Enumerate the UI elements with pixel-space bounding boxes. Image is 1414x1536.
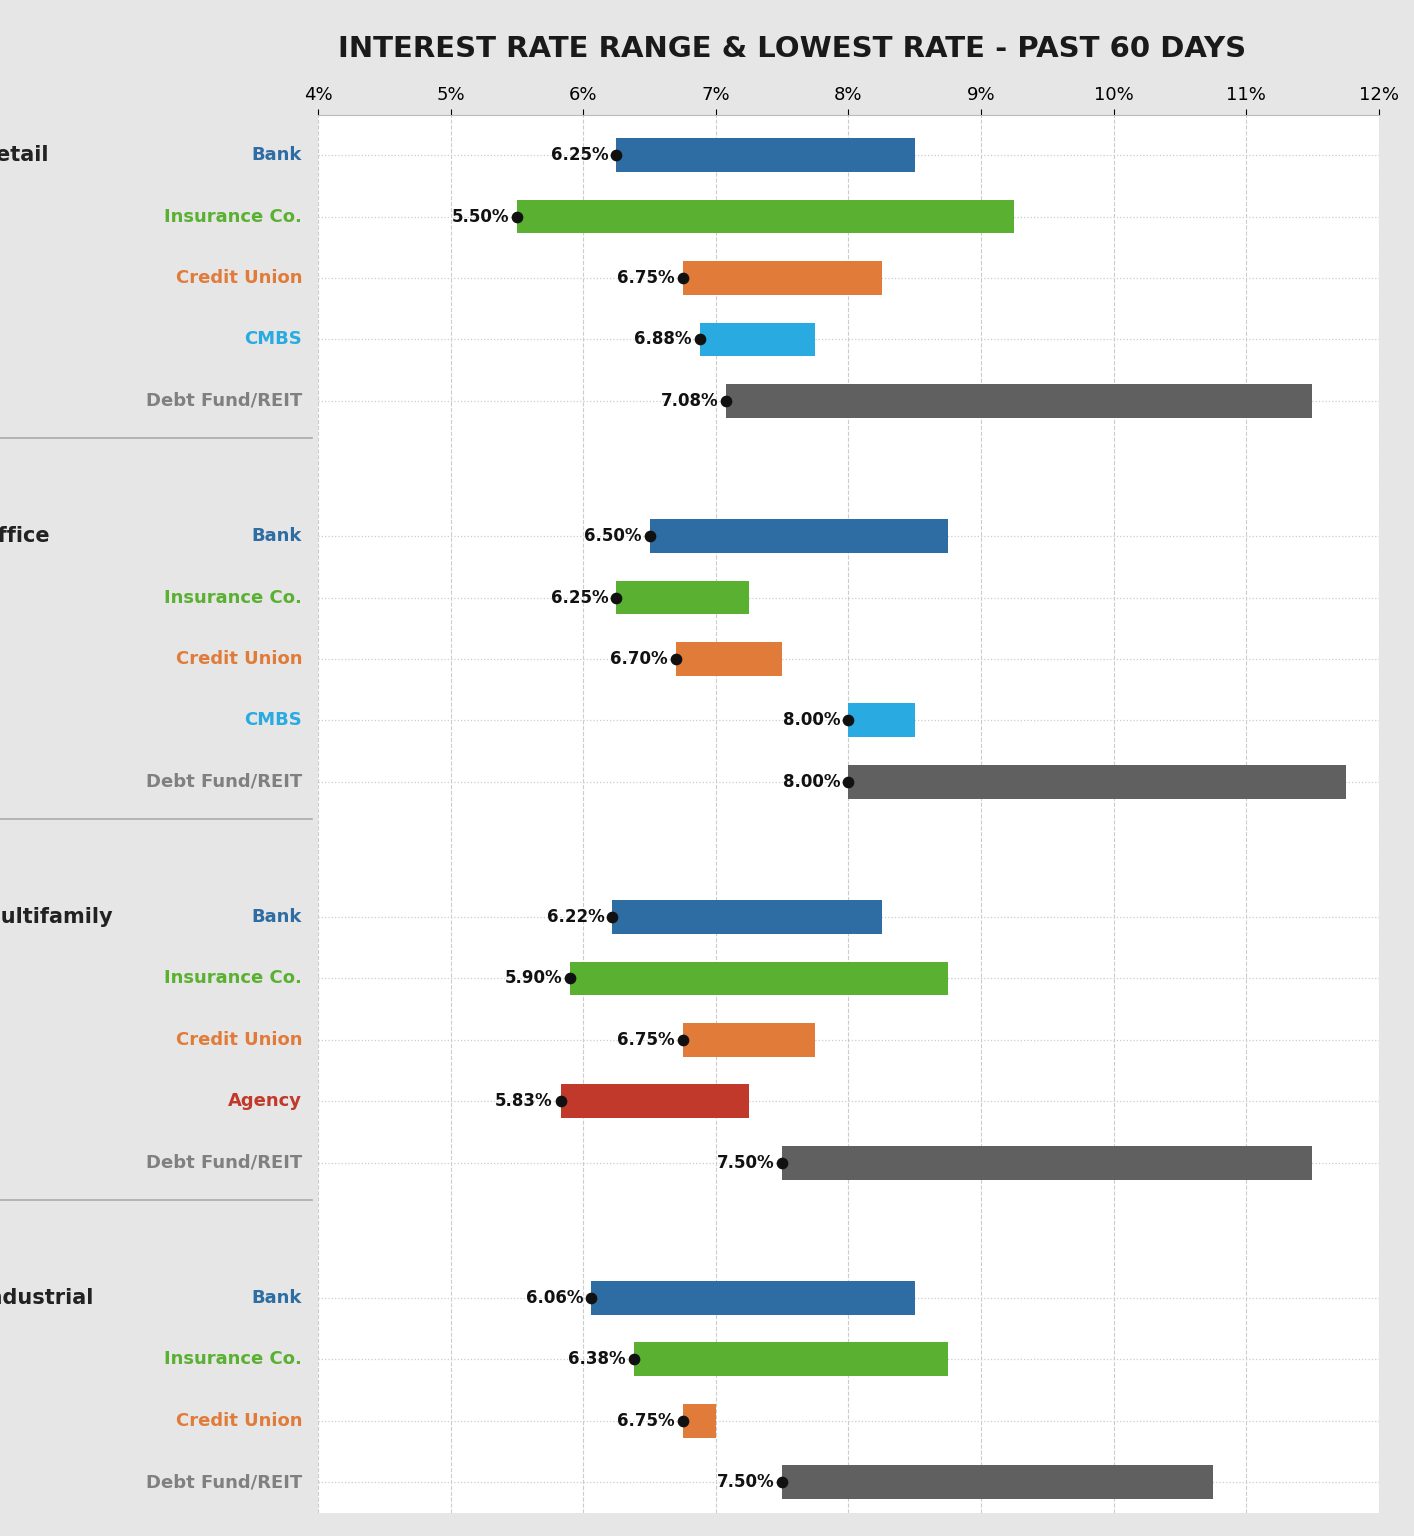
Text: 6.88%: 6.88%	[635, 330, 691, 349]
Text: Insurance Co.: Insurance Co.	[164, 588, 303, 607]
Bar	[683, 1023, 816, 1057]
Point	[672, 1028, 694, 1052]
Text: Bank: Bank	[252, 908, 303, 926]
Text: Insurance Co.: Insurance Co.	[164, 969, 303, 988]
Text: Credit Union: Credit Union	[175, 269, 303, 287]
Bar	[612, 900, 881, 934]
Bar	[683, 1404, 715, 1438]
Text: Insurance Co.: Insurance Co.	[164, 207, 303, 226]
Text: Credit Union: Credit Union	[175, 1412, 303, 1430]
Text: Industrial: Industrial	[0, 1287, 93, 1309]
Text: Debt Fund/REIT: Debt Fund/REIT	[146, 1473, 303, 1491]
Text: 8.00%: 8.00%	[783, 773, 840, 791]
Text: 5.50%: 5.50%	[451, 207, 509, 226]
Bar	[700, 323, 816, 356]
Bar	[591, 1281, 915, 1315]
Text: Debt Fund/REIT: Debt Fund/REIT	[146, 392, 303, 410]
Text: 6.22%: 6.22%	[547, 908, 604, 926]
Bar	[782, 1146, 1312, 1180]
Text: Credit Union: Credit Union	[175, 1031, 303, 1049]
Text: 5.90%: 5.90%	[505, 969, 563, 988]
Text: INTEREST RATE RANGE & LOWEST RATE - PAST 60 DAYS: INTEREST RATE RANGE & LOWEST RATE - PAST…	[338, 35, 1246, 63]
Point	[672, 266, 694, 290]
Text: 6.38%: 6.38%	[568, 1350, 625, 1369]
Point	[638, 524, 660, 548]
Text: Multifamily: Multifamily	[0, 906, 113, 928]
Bar	[683, 261, 881, 295]
Point	[550, 1089, 573, 1114]
Bar	[676, 642, 782, 676]
Bar	[782, 1465, 1213, 1499]
Point	[559, 966, 581, 991]
Text: 6.75%: 6.75%	[617, 1412, 674, 1430]
Text: 6.70%: 6.70%	[611, 650, 669, 668]
Text: Retail: Retail	[0, 144, 48, 166]
Text: 6.75%: 6.75%	[617, 269, 674, 287]
Text: Bank: Bank	[252, 527, 303, 545]
Bar	[570, 962, 947, 995]
Point	[605, 585, 628, 610]
Bar	[848, 703, 915, 737]
Text: Office: Office	[0, 525, 49, 547]
Point	[715, 389, 738, 413]
Text: 7.50%: 7.50%	[717, 1154, 775, 1172]
Text: 8.00%: 8.00%	[783, 711, 840, 730]
Text: 6.75%: 6.75%	[617, 1031, 674, 1049]
Point	[580, 1286, 602, 1310]
Point	[771, 1150, 793, 1175]
Text: Debt Fund/REIT: Debt Fund/REIT	[146, 1154, 303, 1172]
Text: Agency: Agency	[228, 1092, 303, 1111]
Text: Bank: Bank	[252, 146, 303, 164]
Text: CMBS: CMBS	[245, 330, 303, 349]
Text: CMBS: CMBS	[245, 711, 303, 730]
Text: 6.06%: 6.06%	[526, 1289, 583, 1307]
Text: 5.83%: 5.83%	[495, 1092, 553, 1111]
Bar	[848, 765, 1346, 799]
Text: Debt Fund/REIT: Debt Fund/REIT	[146, 773, 303, 791]
Text: 7.50%: 7.50%	[717, 1473, 775, 1491]
Bar	[617, 138, 915, 172]
Point	[837, 708, 860, 733]
Text: 6.50%: 6.50%	[584, 527, 642, 545]
Text: 7.08%: 7.08%	[660, 392, 718, 410]
Text: 6.25%: 6.25%	[551, 146, 608, 164]
Point	[622, 1347, 645, 1372]
Point	[665, 647, 687, 671]
Point	[605, 143, 628, 167]
Bar	[561, 1084, 749, 1118]
Bar	[727, 384, 1312, 418]
Point	[837, 770, 860, 794]
Bar	[649, 519, 947, 553]
Point	[506, 204, 529, 229]
Text: Credit Union: Credit Union	[175, 650, 303, 668]
Point	[771, 1470, 793, 1495]
Bar	[633, 1342, 947, 1376]
Point	[672, 1409, 694, 1433]
Point	[601, 905, 624, 929]
Bar	[518, 200, 1014, 233]
Text: Bank: Bank	[252, 1289, 303, 1307]
Point	[689, 327, 711, 352]
Text: 6.25%: 6.25%	[551, 588, 608, 607]
Text: Insurance Co.: Insurance Co.	[164, 1350, 303, 1369]
Bar	[617, 581, 749, 614]
